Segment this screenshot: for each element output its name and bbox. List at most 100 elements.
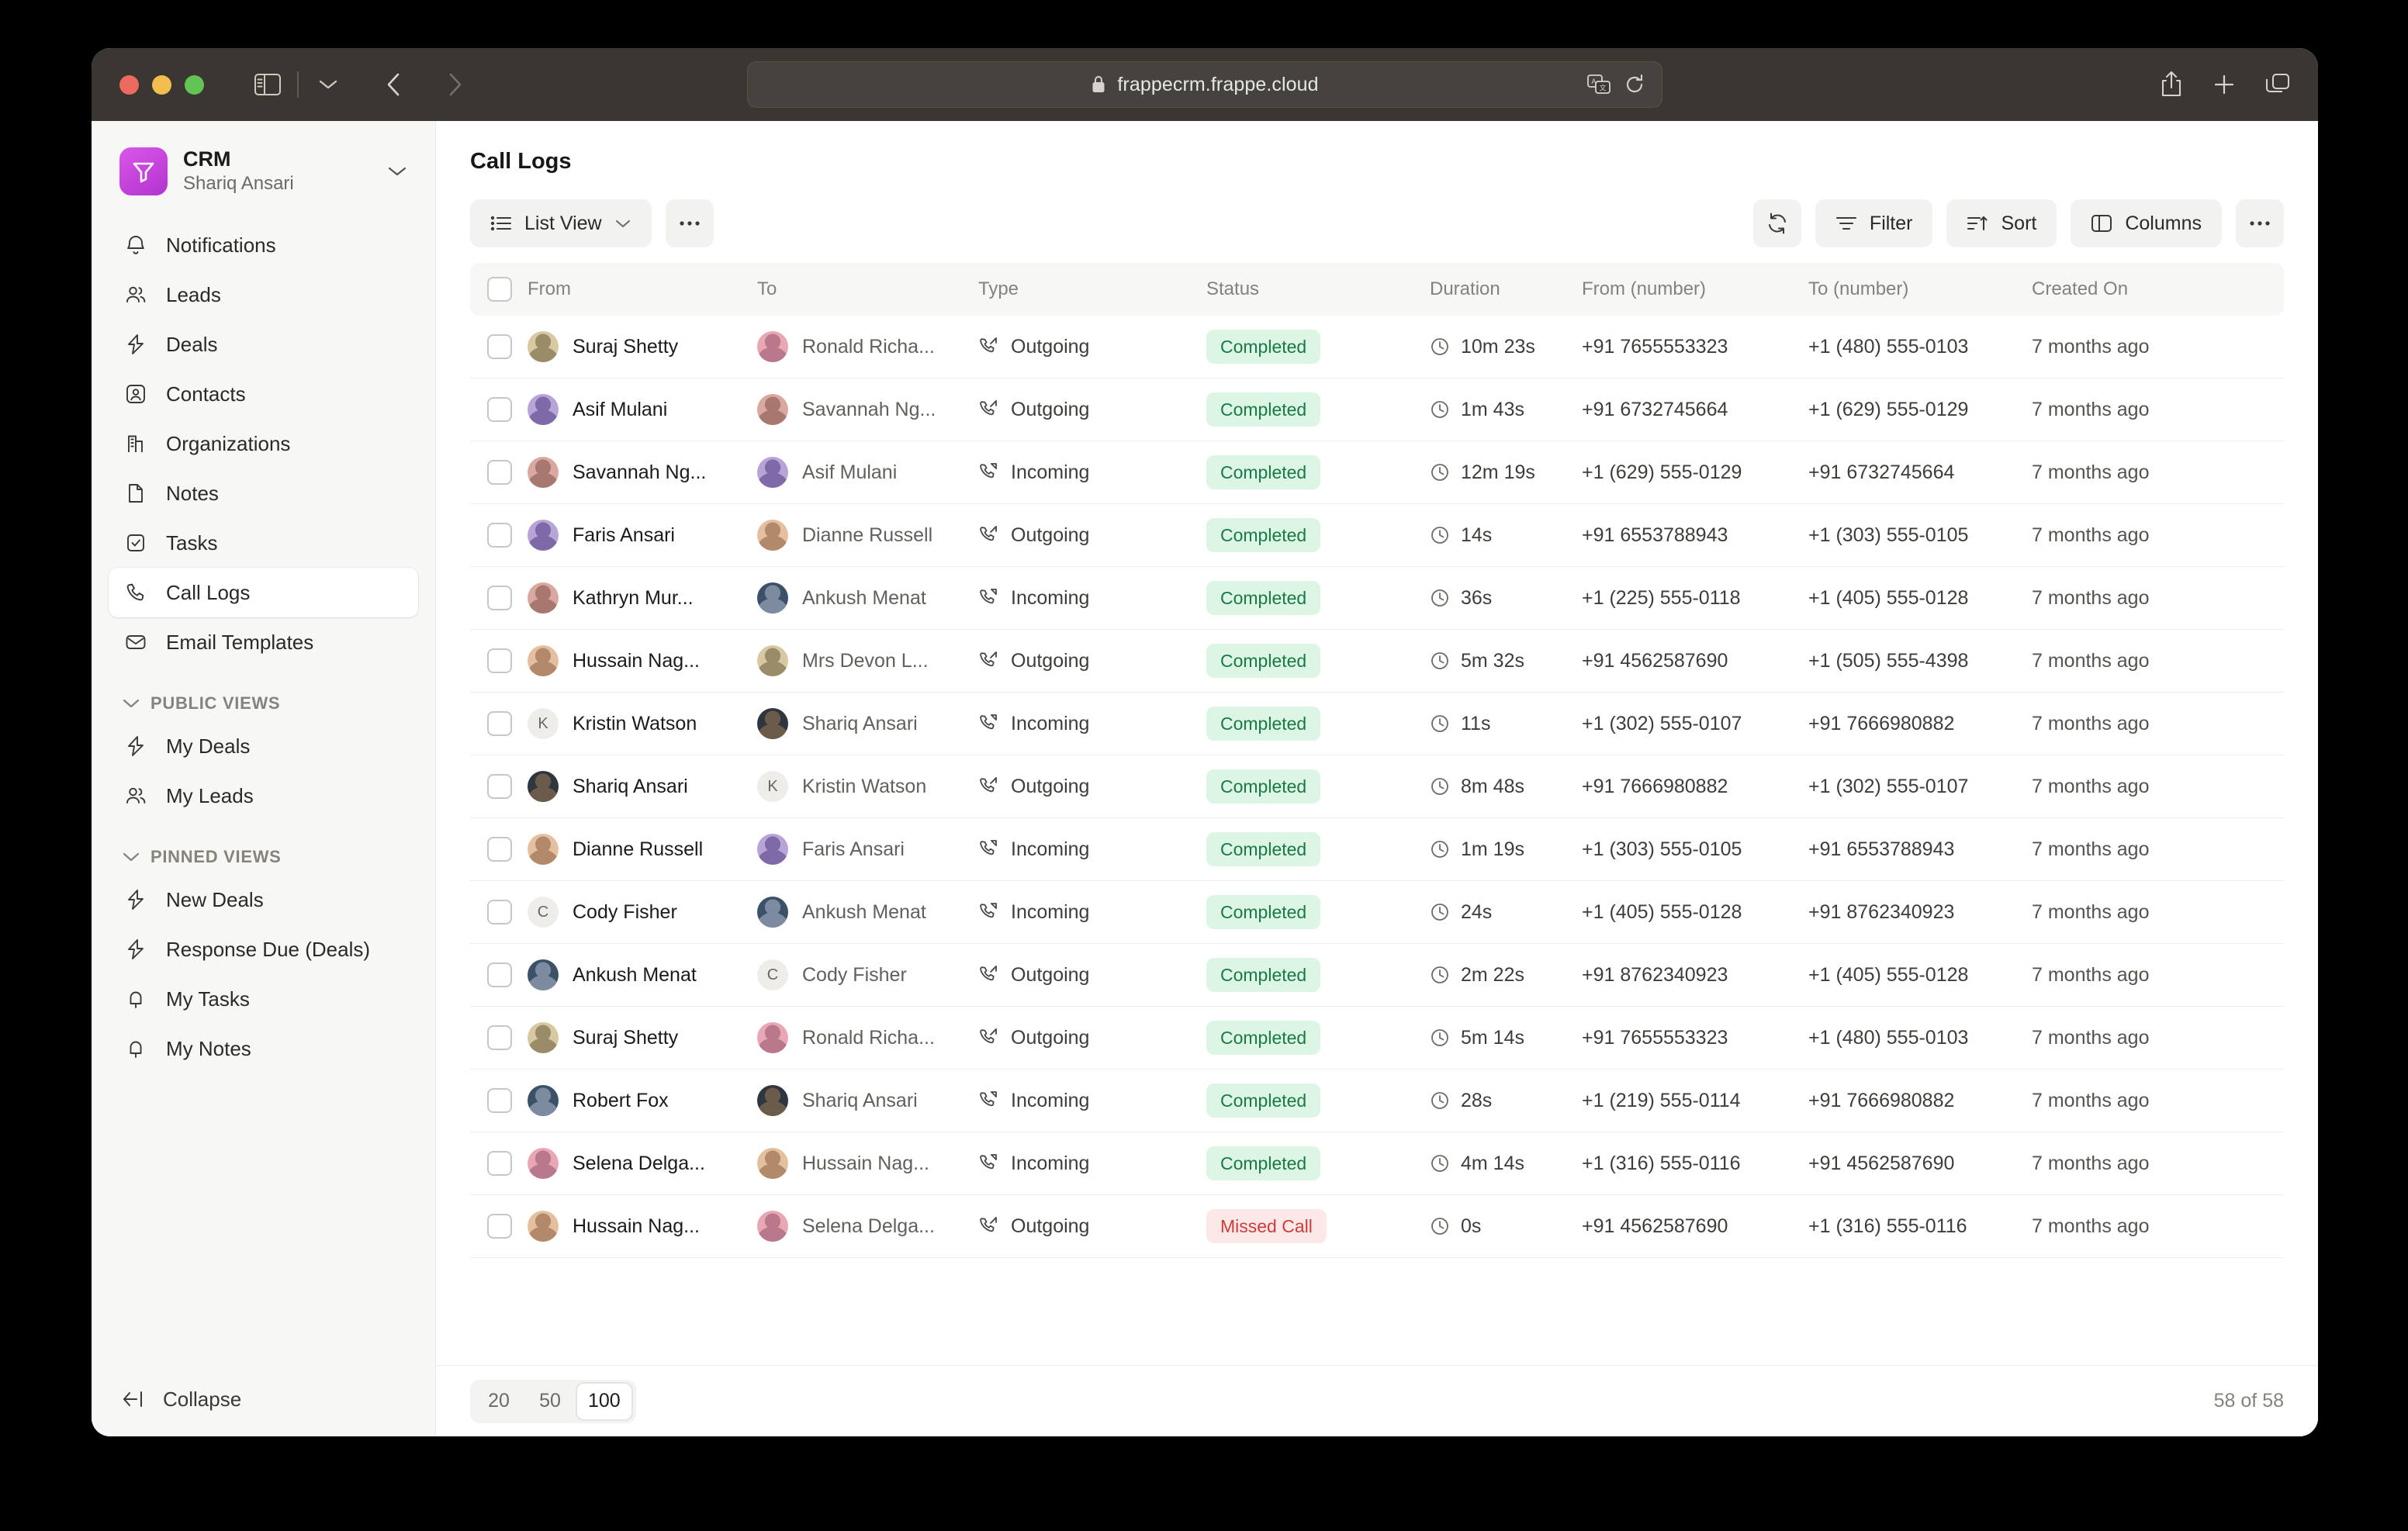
sidebar-item-deals[interactable]: Deals — [109, 320, 418, 369]
workspace-switcher[interactable]: CRM Shariq Ansari — [109, 138, 418, 205]
row-checkbox[interactable] — [487, 711, 528, 736]
plus-icon[interactable] — [2213, 73, 2236, 96]
table-row[interactable]: Selena Delga... Hussain Nag... Incoming Com… — [470, 1132, 2284, 1195]
public-views-header[interactable]: PUBLIC VIEWS — [123, 693, 404, 714]
column-header-status[interactable]: Status — [1206, 278, 1260, 299]
type-label: Incoming — [1011, 900, 1090, 923]
page-size-20[interactable]: 20 — [488, 1390, 510, 1412]
column-header-duration[interactable]: Duration — [1430, 278, 1500, 299]
sidebar-item-my-tasks[interactable]: My Tasks — [109, 974, 418, 1024]
sort-button[interactable]: Sort — [1946, 199, 2057, 247]
close-window-button[interactable] — [119, 74, 139, 95]
column-header-from-number[interactable]: From (number) — [1582, 278, 1707, 299]
table-row[interactable]: K Kristin Watson Shariq Ansari Incoming Comp… — [470, 693, 2284, 755]
maximize-window-button[interactable] — [185, 74, 204, 95]
sidebar-item-label: Deals — [166, 332, 218, 356]
table-row[interactable]: Hussain Nag... Mrs Devon L... Outgoing Comp… — [470, 630, 2284, 693]
row-checkbox[interactable] — [487, 1088, 528, 1113]
chevron-down-icon[interactable] — [308, 64, 348, 105]
translate-icon[interactable]: A 文 — [1587, 74, 1611, 95]
avatar — [528, 834, 559, 865]
sidebar-item-contacts[interactable]: Contacts — [109, 369, 418, 419]
view-selector-button[interactable]: List View — [470, 199, 652, 247]
columns-button[interactable]: Columns — [2071, 199, 2222, 247]
row-checkbox[interactable] — [487, 837, 528, 862]
section-label: PUBLIC VIEWS — [150, 693, 281, 713]
reload-icon[interactable] — [1624, 74, 1645, 95]
avatar — [757, 457, 788, 488]
table-row[interactable]: Hussain Nag... Selena Delga... Outgoing Mis… — [470, 1195, 2284, 1258]
sidebar-item-email-templates[interactable]: Email Templates — [109, 617, 418, 667]
more-options-button[interactable] — [2236, 199, 2284, 247]
minimize-window-button[interactable] — [152, 74, 171, 95]
table-row[interactable]: Savannah Ng... Asif Mulani Incoming Complet… — [470, 441, 2284, 504]
row-checkbox[interactable] — [487, 523, 528, 548]
row-checkbox[interactable] — [487, 460, 528, 485]
type-label: Incoming — [1011, 838, 1090, 860]
table-row[interactable]: Ankush Menat C Cody Fisher Outgoing Complete… — [470, 944, 2284, 1007]
forward-arrow-icon[interactable] — [435, 64, 476, 105]
column-header-type[interactable]: Type — [978, 278, 1019, 299]
table-row[interactable]: Suraj Shetty Ronald Richa... Outgoing Compl… — [470, 1007, 2284, 1070]
table-row[interactable]: Suraj Shetty Ronald Richa... Outgoing Compl… — [470, 316, 2284, 378]
sidebar-item-tasks[interactable]: Tasks — [109, 518, 418, 568]
share-icon[interactable] — [2160, 71, 2183, 98]
cell-to: Ronald Richa... — [757, 331, 978, 362]
address-bar[interactable]: frappecrm.frappe.cloud A 文 — [747, 61, 1662, 108]
table-row[interactable]: Shariq Ansari K Kristin Watson Outgoing Comp… — [470, 755, 2284, 818]
to-name: Cody Fisher — [802, 963, 907, 986]
column-header-to[interactable]: To — [757, 278, 777, 299]
sidebar-item-response-due-deals[interactable]: Response Due (Deals) — [109, 924, 418, 974]
cell-from-number: +91 4562587690 — [1582, 649, 1728, 672]
sidebar-item-my-leads[interactable]: My Leads — [109, 771, 418, 821]
page-size-50[interactable]: 50 — [539, 1390, 561, 1412]
table-row[interactable]: Faris Ansari Dianne Russell Outgoing Comple… — [470, 504, 2284, 567]
column-header-from[interactable]: From — [528, 278, 571, 299]
row-checkbox[interactable] — [487, 900, 528, 924]
sidebar-item-my-deals[interactable]: My Deals — [109, 721, 418, 771]
table-row[interactable]: Dianne Russell Faris Ansari Incoming Comple… — [470, 818, 2284, 881]
view-options-button[interactable] — [665, 199, 714, 247]
row-checkbox[interactable] — [487, 334, 528, 359]
sidebar-item-new-deals[interactable]: New Deals — [109, 875, 418, 924]
cell-from: Shariq Ansari — [528, 771, 757, 802]
refresh-button[interactable] — [1752, 199, 1801, 247]
table-row[interactable]: Asif Mulani Savannah Ng... Outgoing Complet… — [470, 378, 2284, 441]
sidebar-toggle-icon[interactable] — [247, 64, 288, 105]
tab-overview-icon[interactable] — [2265, 73, 2290, 96]
incoming-call-icon — [980, 903, 997, 918]
row-checkbox[interactable] — [487, 1151, 528, 1176]
sidebar-item-call-logs[interactable]: Call Logs — [109, 568, 418, 617]
collapse-sidebar-button[interactable]: Collapse — [92, 1362, 435, 1436]
row-checkbox[interactable] — [487, 586, 528, 610]
row-checkbox[interactable] — [487, 397, 528, 422]
row-checkbox[interactable] — [487, 962, 528, 987]
page-size-100[interactable]: 100 — [577, 1383, 631, 1419]
sidebar-item-notifications[interactable]: Notifications — [109, 220, 418, 270]
cell-status: Completed — [1206, 958, 1430, 992]
column-header-created-on[interactable]: Created On — [2032, 278, 2129, 299]
sidebar-item-organizations[interactable]: Organizations — [109, 419, 418, 468]
back-arrow-icon[interactable] — [373, 64, 413, 105]
row-checkbox[interactable] — [487, 1214, 528, 1239]
sidebar-item-my-notes[interactable]: My Notes — [109, 1024, 418, 1073]
sidebar-item-leads[interactable]: Leads — [109, 270, 418, 320]
pinned-views-header[interactable]: PINNED VIEWS — [123, 847, 404, 867]
workspace-user: Shariq Ansari — [183, 173, 294, 195]
avatar — [757, 520, 788, 551]
sidebar-item-notes[interactable]: Notes — [109, 468, 418, 518]
row-checkbox[interactable] — [487, 774, 528, 799]
table-row[interactable]: Kathryn Mur... Ankush Menat Incoming Comple… — [470, 567, 2284, 630]
row-checkbox[interactable] — [487, 648, 528, 673]
row-checkbox[interactable] — [487, 1025, 528, 1050]
avatar: K — [757, 771, 788, 802]
table-row[interactable]: C Cody Fisher Ankush Menat Incoming Complete… — [470, 881, 2284, 944]
filter-button[interactable]: Filter — [1815, 199, 1933, 247]
sidebar-item-label: New Deals — [166, 887, 264, 911]
column-header-to-number[interactable]: To (number) — [1808, 278, 1909, 299]
select-all-checkbox[interactable] — [487, 277, 528, 302]
cell-status: Completed — [1206, 707, 1430, 741]
avatar — [528, 771, 559, 802]
table-row[interactable]: Robert Fox Shariq Ansari Incoming Completed… — [470, 1070, 2284, 1132]
chevron-down-icon[interactable] — [387, 165, 407, 178]
